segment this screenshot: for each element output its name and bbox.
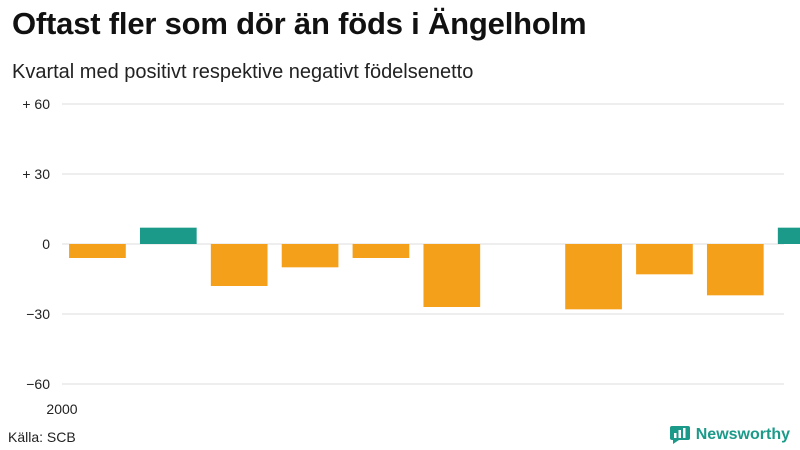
- axes: + 60+ 300−30−60200020102020: [22, 96, 77, 417]
- source-label: Källa: SCB: [8, 429, 76, 445]
- bars: [69, 227, 800, 310]
- y-tick-label: 0: [42, 236, 50, 252]
- bar-negative: [352, 244, 410, 258]
- bar-negative: [210, 244, 268, 286]
- y-tick-label: −30: [26, 306, 50, 322]
- newsworthy-logo-icon: [669, 426, 690, 444]
- x-tick-label: 2000: [46, 401, 77, 417]
- gridlines: [62, 103, 784, 385]
- bar-negative: [423, 244, 481, 307]
- y-tick-label: −60: [26, 376, 50, 392]
- bar-positive: [139, 227, 197, 244]
- bar-negative: [706, 244, 764, 296]
- bar-positive: [777, 227, 800, 244]
- bar-negative: [565, 244, 622, 310]
- bar-negative: [281, 244, 339, 268]
- brand-logo: Newsworthy: [669, 426, 790, 444]
- y-tick-label: + 60: [22, 96, 50, 112]
- chart-subtitle: Kvartal med positivt respektive negativt…: [12, 61, 474, 83]
- brand-name: Newsworthy: [695, 426, 790, 443]
- bar-negative: [636, 244, 693, 275]
- y-tick-label: + 30: [22, 166, 50, 182]
- chart-title: Oftast fler som dör än föds i Ängelholm: [12, 6, 587, 41]
- bar-negative: [69, 244, 126, 258]
